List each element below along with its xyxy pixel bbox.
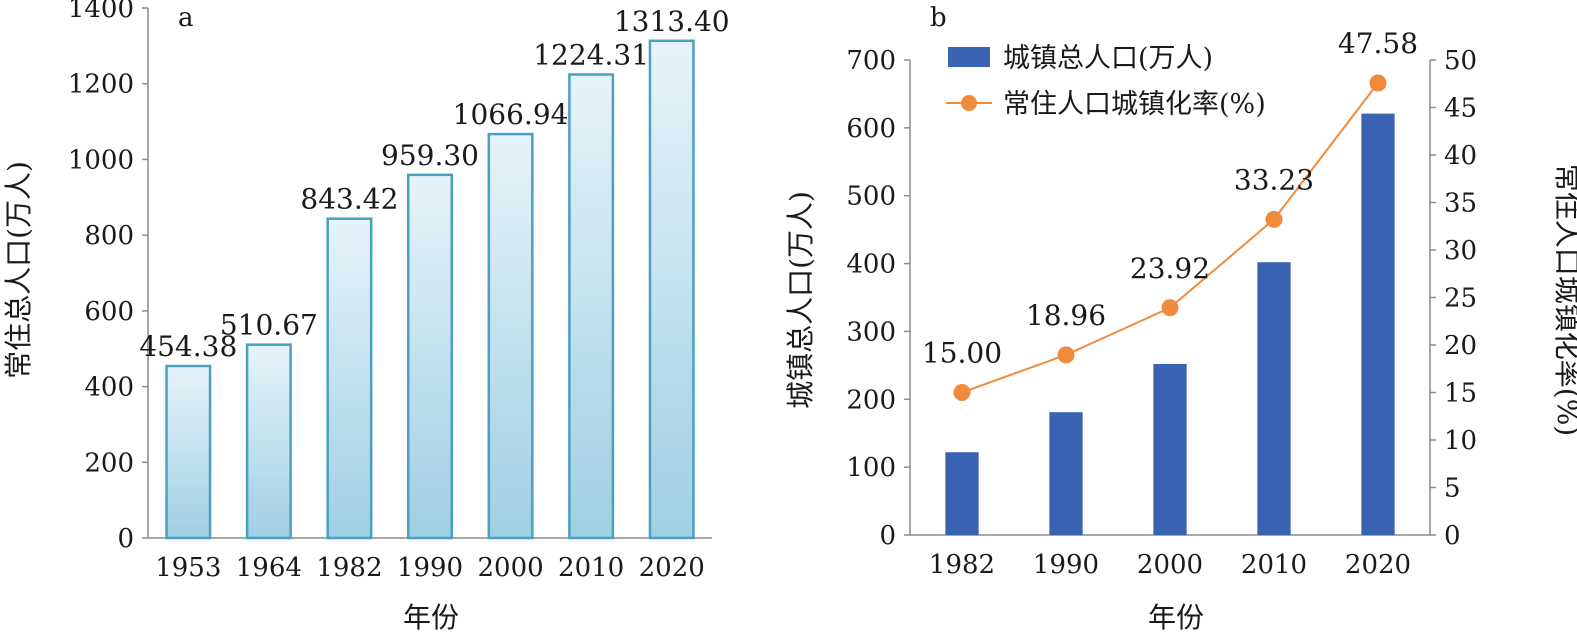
- panel-a-x-axis-title: 年份: [403, 601, 459, 634]
- panel-b-line-point: [1057, 346, 1075, 364]
- panel-b-bar: [1153, 364, 1187, 535]
- legend: 城镇总人口(万人) 常住人口城镇化率(%): [946, 43, 1266, 120]
- panel-a-bar: [568, 73, 615, 540]
- panel-a-data-label: 843.42: [300, 183, 398, 216]
- panel-b-y2-tick-label: 40: [1444, 141, 1477, 171]
- panel-b-line-point: [1369, 74, 1387, 92]
- panel-b-data-label: 47.58: [1338, 27, 1418, 60]
- panel-b-y-tick-label: 500: [846, 182, 896, 212]
- panel-b-y2-axis-title: 常住人口城镇化率(%): [1551, 164, 1577, 436]
- panel-b-x-tick-label: 2010: [1241, 550, 1307, 580]
- panel-b-chart: b 城镇总人口(万人) 常住人口城镇化率(%) 年份 城镇总人口(万人) 常住人…: [784, 3, 1577, 634]
- panel-b-y2-tick-label: 20: [1444, 331, 1477, 361]
- panel-a-x-tick-label: 1982: [316, 553, 382, 583]
- panel-b-y2-tick-label: 0: [1444, 521, 1461, 551]
- legend-bar-label: 城镇总人口(万人): [1003, 43, 1213, 74]
- panel-b-y2-tick-label: 5: [1444, 474, 1461, 504]
- panel-a-data-label: 1313.40: [614, 5, 730, 38]
- panel-b-y2-tick-label: 30: [1444, 236, 1477, 266]
- panel-b-data-label: 18.96: [1026, 299, 1106, 332]
- panel-b-y2-tick-label: 25: [1444, 284, 1477, 314]
- panel-b-y-axis-title: 城镇总人口(万人): [784, 191, 817, 409]
- panel-b-bar: [1361, 113, 1395, 535]
- panel-b-x-tick-label: 1990: [1033, 550, 1099, 580]
- panel-b-y2-tick-label: 35: [1444, 189, 1477, 219]
- legend-line-label: 常住人口城镇化率(%): [1003, 89, 1266, 120]
- panel-b-x-tick-label: 2020: [1345, 550, 1411, 580]
- panel-b-bar: [945, 452, 979, 535]
- panel-a-bar: [648, 39, 695, 540]
- panel-a-data-label: 959.30: [381, 139, 479, 172]
- panel-b-line-point: [953, 384, 971, 401]
- panel-a-bar: [406, 173, 454, 540]
- panel-a-y-tick-label: 1400: [68, 0, 134, 24]
- panel-a-y-tick-label: 800: [84, 221, 134, 251]
- legend-line-marker: [961, 95, 977, 111]
- panel-a-y-tick-label: 1200: [68, 70, 134, 100]
- panel-a-y-tick-label: 1000: [68, 145, 134, 175]
- panel-b-label: b: [930, 3, 947, 33]
- panel-b-line-point: [1161, 299, 1179, 317]
- panel-a-chart: a 常住总人口(万人) 年份 0 200 400 600 800 1000 1200 1400…: [2, 0, 730, 634]
- panel-b-y2-tick-label: 10: [1444, 426, 1477, 456]
- panel-a-x-tick-label: 1964: [236, 553, 302, 583]
- panel-b-data-label: 23.92: [1130, 252, 1210, 285]
- panel-a-bar: [326, 217, 373, 540]
- panel-b-y-tick-label: 0: [879, 521, 896, 551]
- panel-b-bar: [1049, 412, 1083, 535]
- panel-b-x-axis-title: 年份: [1148, 601, 1204, 634]
- panel-a-data-label: 1066.94: [453, 98, 569, 131]
- legend-bar-swatch: [948, 47, 990, 67]
- panel-b-y2-tick-label: 45: [1444, 94, 1477, 124]
- panel-a-x-tick-label: 2020: [639, 553, 705, 583]
- panel-b-bar: [1257, 262, 1291, 535]
- panel-b-y-tick-label: 400: [846, 250, 896, 280]
- panel-a-bar: [165, 364, 212, 540]
- panel-a-data-label: 510.67: [220, 309, 318, 342]
- panel-b-data-label: 15.00: [922, 337, 1002, 370]
- panel-a-y-axis-title: 常住总人口(万人): [2, 161, 35, 379]
- panel-a-data-label: 454.38: [139, 330, 237, 363]
- panel-a-x-tick-label: 2000: [477, 553, 543, 583]
- panel-b-line-point: [1265, 210, 1283, 228]
- panel-b-x-tick-label: 1982: [929, 550, 995, 580]
- panel-a-x-tick-label: 1990: [397, 553, 463, 583]
- panel-a-bar: [245, 343, 292, 540]
- panel-b-y-tick-label: 600: [846, 114, 896, 144]
- panel-b-y2-tick-label: 15: [1444, 379, 1477, 409]
- panel-a-y-tick-label: 200: [84, 448, 134, 478]
- panel-b-y2-tick-label: 50: [1444, 46, 1477, 76]
- panel-a-y-tick-label: 600: [84, 297, 134, 327]
- panel-a-bar: [487, 132, 534, 540]
- panel-a-x-tick-label: 1953: [155, 553, 221, 583]
- panel-b-y-tick-label: 300: [846, 317, 896, 347]
- panel-b-y-tick-label: 200: [846, 385, 896, 415]
- panel-a-y-tick-label: 400: [84, 373, 134, 403]
- panel-a-label: a: [178, 3, 194, 33]
- panel-b-x-tick-label: 2000: [1137, 550, 1203, 580]
- panel-b-line-series: [961, 82, 1379, 394]
- panel-a-data-label: 1224.31: [533, 39, 649, 72]
- panel-b-y-tick-label: 700: [846, 46, 896, 76]
- panel-b-y-tick-label: 100: [846, 453, 896, 483]
- panel-a-y-tick-label: 0: [117, 524, 134, 554]
- panel-a-x-tick-label: 2010: [558, 553, 624, 583]
- panel-b-data-label: 33.23: [1234, 163, 1314, 196]
